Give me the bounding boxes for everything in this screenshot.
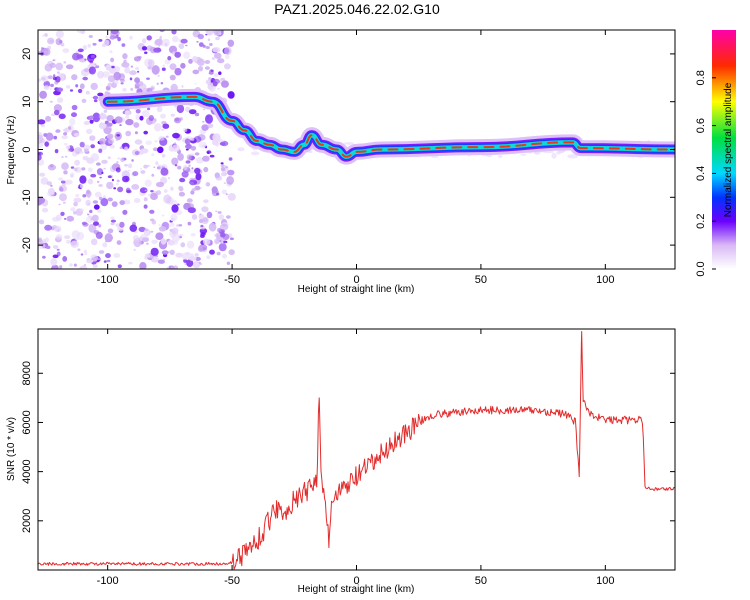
snr-x-tick-label: 0 bbox=[353, 575, 359, 587]
colorbar-ticks: 0.0 0.2 0.4 0.6 0.8 bbox=[695, 70, 716, 277]
spectrogram-x-label: Height of straight line (km) bbox=[298, 284, 415, 295]
colorbar-tick-label: 0.0 bbox=[695, 261, 707, 276]
snr-y-tick-label: 4000 bbox=[21, 459, 33, 483]
snr-x-tick-label: -50 bbox=[224, 575, 240, 587]
ridge-core bbox=[106, 95, 675, 158]
colorbar-tick-label: 0.4 bbox=[695, 166, 707, 181]
spectrogram-y-tick-label: 20 bbox=[21, 48, 33, 60]
snr-x-label: Height of straight line (km) bbox=[298, 584, 415, 595]
snr-x-tick-label: 50 bbox=[475, 575, 487, 587]
colorbar-gradient bbox=[712, 30, 736, 269]
colorbar: 0.0 0.2 0.4 0.6 0.8 Normalized spectral ampl… bbox=[695, 30, 736, 277]
snr-x-tick-label: 100 bbox=[596, 575, 614, 587]
snr-y-label: SNR (10 * v/v) bbox=[6, 417, 17, 481]
spectrogram-x-tick-label: 50 bbox=[475, 274, 487, 286]
spectrogram-y-tick-label: -20 bbox=[21, 237, 33, 253]
spectrogram-x-tick-label: 0 bbox=[353, 274, 359, 286]
spectrogram-x-tick-label: 100 bbox=[596, 274, 614, 286]
snr-x-tick-label: -100 bbox=[97, 575, 119, 587]
colorbar-tick-label: 0.8 bbox=[695, 70, 707, 85]
spectrogram-y-tick-label: 10 bbox=[21, 96, 33, 108]
spectrogram-y-tick-label: -10 bbox=[21, 189, 33, 205]
spectrogram-x-tick-label: -50 bbox=[224, 274, 240, 286]
snr-ticks: -100 -50 0 50 100 2000 4000 6000 8000 bbox=[21, 329, 675, 587]
colorbar-tick-label: 0.2 bbox=[695, 214, 707, 229]
snr-series-line bbox=[38, 331, 675, 570]
spectrogram-y-tick-label: 0 bbox=[21, 146, 33, 152]
spectrogram-x-tick-label: -100 bbox=[97, 274, 119, 286]
spectrogram-ridge bbox=[99, 88, 675, 165]
colorbar-tick-label: 0.6 bbox=[695, 118, 707, 133]
snr-panel: -100 -50 0 50 100 2000 4000 6000 8000 Height of … bbox=[6, 328, 676, 595]
snr-y-tick-label: 2000 bbox=[21, 509, 33, 533]
spectrogram-y-label: Frequency (Hz) bbox=[6, 116, 17, 185]
snr-plot-area bbox=[38, 329, 675, 570]
snr-y-tick-label: 6000 bbox=[21, 410, 33, 434]
figure-title: PAZ1.2025.046.22.02.G10 bbox=[274, 1, 440, 17]
snr-y-tick-label: 8000 bbox=[21, 361, 33, 385]
colorbar-label: Normalized spectral amplitude bbox=[723, 82, 734, 217]
